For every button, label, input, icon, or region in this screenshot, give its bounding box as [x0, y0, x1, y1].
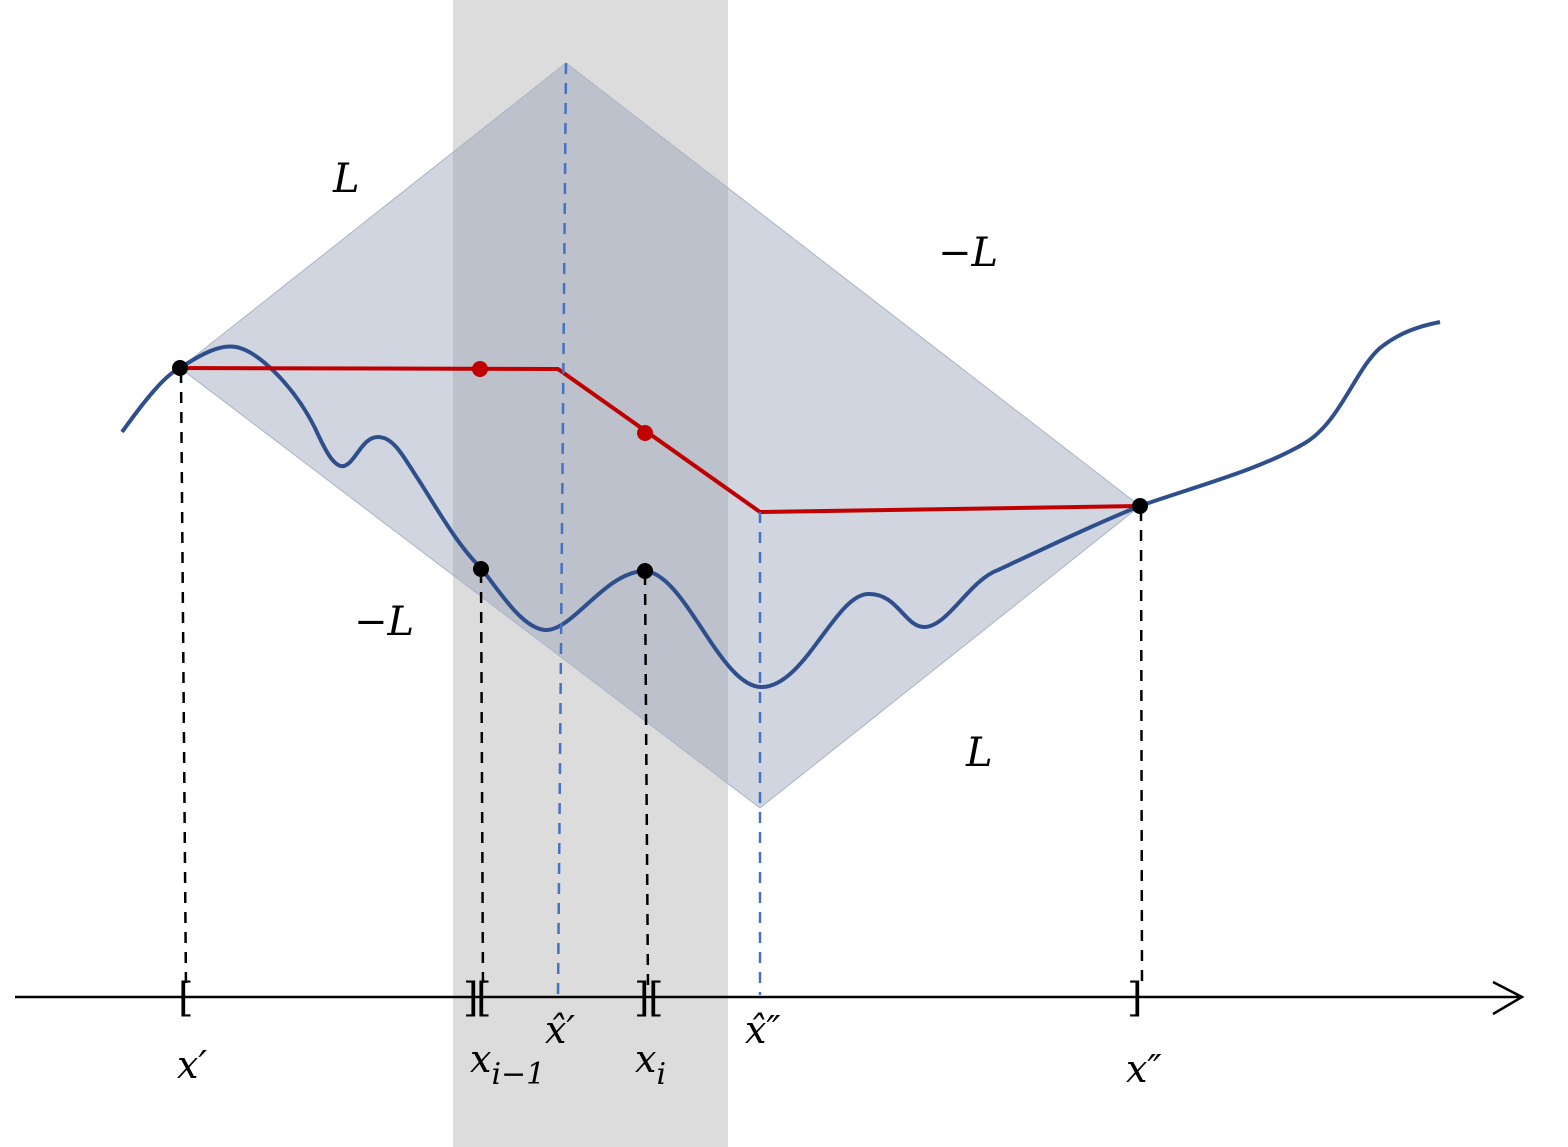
slope-label-top-left: L	[332, 156, 360, 202]
dashed-line-x-hat-prime	[556, 62, 568, 996]
slope-label-bottom-right: L	[965, 730, 993, 776]
point-x-double-prime	[1132, 498, 1148, 514]
lipschitz-diamond	[179, 62, 1141, 809]
slope-label-top-right: −L	[938, 230, 998, 276]
slope-label-bottom-left: −L	[354, 599, 414, 645]
axis-label-x-i-sub: i	[656, 1057, 666, 1092]
dashed-line-x-i	[643, 573, 650, 991]
shaded-interval-band	[453, 0, 728, 1147]
dashed-line-x-double-prime	[1139, 509, 1144, 991]
axis-label-x-i-minus-1: xi−1	[470, 1037, 545, 1092]
axis-label-x-hat-double-prime: x̂″	[745, 1008, 781, 1052]
bracket-open-x-prime: [	[178, 975, 194, 1021]
x-axis-arrowhead	[1492, 980, 1525, 1016]
function-curve	[120, 320, 1441, 690]
axis-label-x-hat-prime: x̂′	[545, 1008, 575, 1052]
axis-label-x-i-minus-1-sub: i−1	[491, 1057, 545, 1092]
red-point-x-i-minus-1	[472, 361, 488, 377]
axis-label-x-i: xi	[635, 1037, 666, 1092]
bracket-open-x-i: [	[648, 975, 664, 1021]
bracket-open-x-i-minus-1: [	[476, 975, 492, 1021]
axis-label-x-double-prime: x″	[1126, 1047, 1162, 1091]
axis-label-x-prime: x′	[177, 1043, 207, 1087]
dashed-line-x-i-minus-1	[479, 571, 485, 991]
red-point-x-i	[637, 425, 653, 441]
red-bound-path	[179, 366, 1141, 515]
bracket-close-x-double-prime: ]	[1127, 975, 1143, 1021]
point-x-i	[637, 563, 653, 579]
point-x-i-minus-1	[473, 561, 489, 577]
point-x-prime	[172, 360, 188, 376]
bracket-close-x-i: ]	[634, 975, 650, 1021]
dashed-line-x-prime	[179, 371, 188, 991]
bracket-close-x-i-minus-1: ]	[463, 975, 479, 1021]
